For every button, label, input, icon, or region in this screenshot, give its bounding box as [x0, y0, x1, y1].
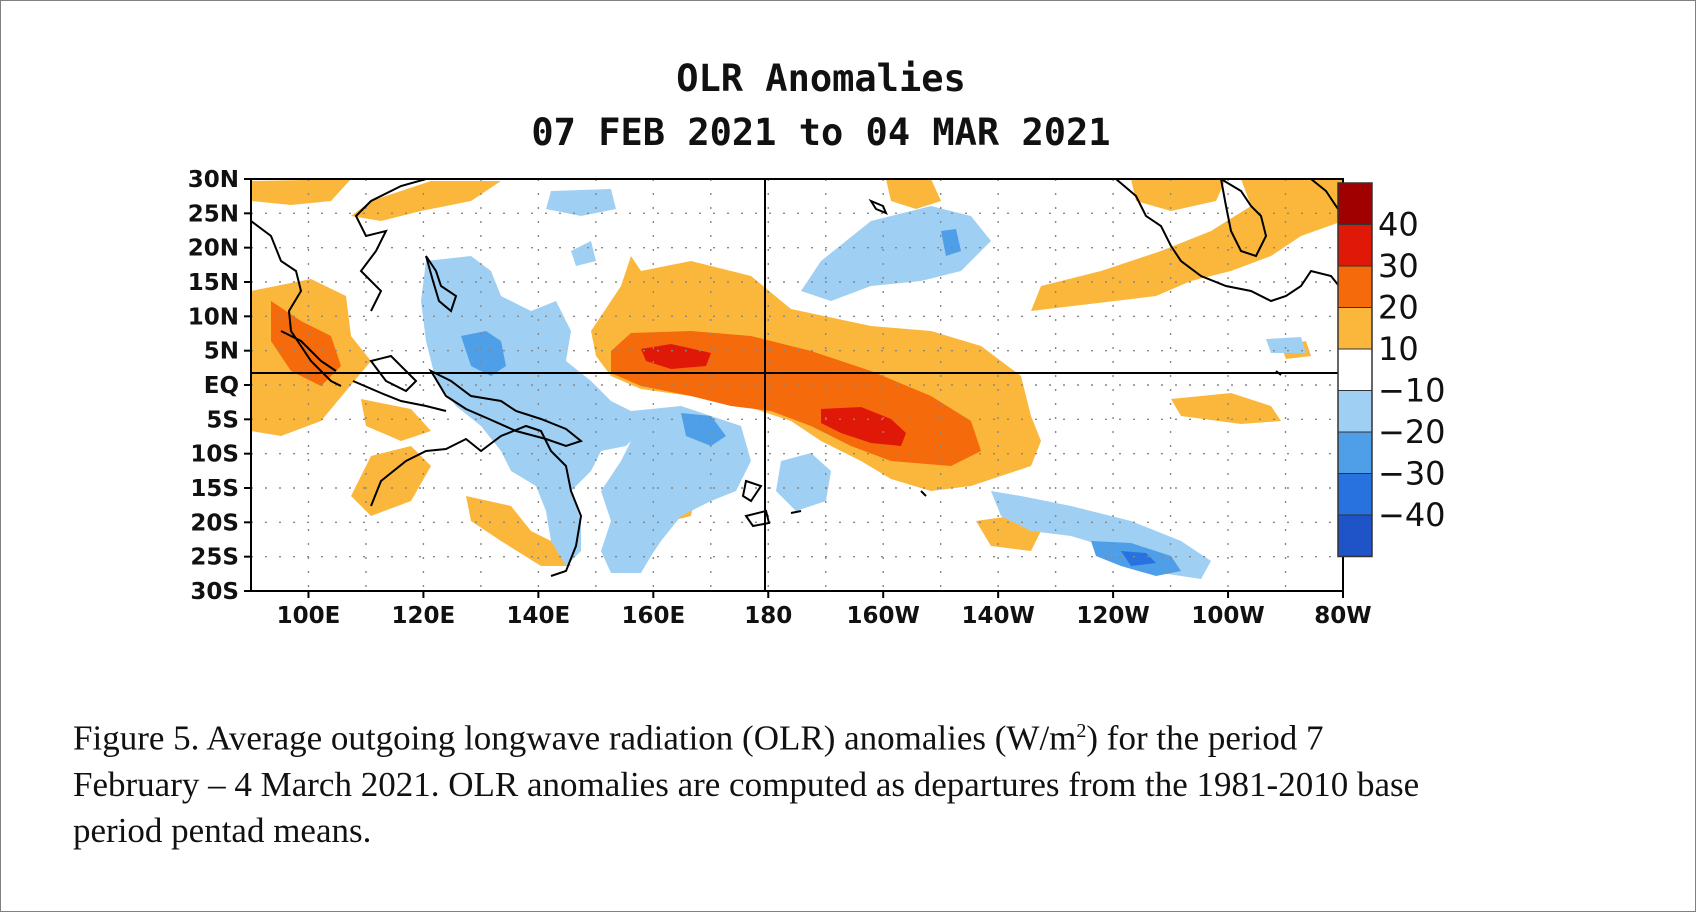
lon-tick-label: 160E — [621, 603, 685, 629]
colorbar-swatch — [1337, 431, 1373, 474]
colorbar-label: 10 — [1378, 330, 1419, 368]
colorbar-label: −40 — [1378, 496, 1446, 534]
lat-tick-label: 25S — [190, 545, 239, 571]
lat-tick-label: 20S — [190, 510, 239, 536]
chart-subtitle-dates: 07 FEB 2021 to 04 MAR 2021 — [531, 111, 1111, 154]
lat-tick-label: 5S — [206, 407, 239, 433]
colorbar-label: 20 — [1378, 289, 1419, 327]
caption-line-1-text: Figure 5. Average outgoing longwave radi… — [73, 718, 1077, 758]
colorbar-outline — [1337, 182, 1373, 558]
colorbar-swatch — [1337, 514, 1373, 557]
colorbar-swatch — [1337, 307, 1373, 350]
olr-anomaly-map: 30N 25N 20N 15N 10N 5N EQ 5S 10S 15S 20S 25S 30S 100… — [188, 167, 1446, 629]
lon-tick-label: 180 — [744, 603, 792, 629]
caption-line-3: period pentad means. — [73, 810, 372, 850]
lon-tick-label: 100E — [277, 603, 341, 629]
colorbar-swatch — [1337, 265, 1373, 308]
figure-caption: Figure 5. Average outgoing longwave radi… — [73, 708, 1633, 854]
colorbar-swatch — [1337, 348, 1373, 391]
negative-anomaly-30-40 — [1121, 551, 1156, 566]
lat-tick-label: 30S — [190, 579, 239, 605]
colorbar-label: −10 — [1378, 372, 1446, 410]
latitude-axis: 30N 25N 20N 15N 10N 5N EQ 5S 10S 15S 20S 25S 30S — [188, 167, 251, 605]
caption-line-2: February – 4 March 2021. OLR anomalies a… — [73, 764, 1420, 804]
lon-tick-label: 80W — [1314, 603, 1371, 629]
lon-tick-label: 120E — [392, 603, 456, 629]
colorbar-swatch — [1337, 473, 1373, 516]
lat-tick-label: 25N — [188, 201, 239, 227]
coastlines — [251, 179, 1343, 577]
lat-tick-label: 15S — [190, 476, 239, 502]
caption-line-1: Figure 5. Average outgoing longwave radi… — [73, 708, 1633, 762]
negative-anomaly-20-30 — [461, 229, 1181, 576]
colorbar-swatch — [1337, 390, 1373, 433]
lat-tick-label: 30N — [188, 167, 239, 193]
colorbar-swatch — [1337, 224, 1373, 267]
lat-tick-label: 15N — [188, 270, 239, 296]
lon-tick-label: 140W — [961, 603, 1034, 629]
lon-tick-label: 160W — [847, 603, 920, 629]
lat-tick-label: 5N — [204, 339, 239, 365]
chart-title: OLR Anomalies — [676, 57, 966, 100]
colorbar-label: −30 — [1378, 455, 1446, 493]
lat-tick-label: 10S — [190, 442, 239, 468]
lat-tick-label: EQ — [204, 373, 239, 399]
lon-tick-label: 100W — [1191, 603, 1264, 629]
lat-tick-label: 10N — [188, 304, 239, 330]
colorbar-label: −20 — [1378, 413, 1446, 451]
caption-line-1-tail: ) for the period 7 — [1086, 718, 1324, 758]
colorbar-label: 30 — [1378, 247, 1419, 285]
lon-tick-label: 120W — [1076, 603, 1149, 629]
caption-superscript: 2 — [1076, 720, 1087, 742]
longitude-axis: 100E 120E 140E 160E 180 160W 140W 120W 100W 80W — [277, 591, 1372, 629]
colorbar-swatch — [1337, 182, 1373, 225]
lat-tick-label: 20N — [188, 236, 239, 262]
colorbar-label: 40 — [1378, 206, 1419, 244]
lon-tick-label: 140E — [507, 603, 571, 629]
